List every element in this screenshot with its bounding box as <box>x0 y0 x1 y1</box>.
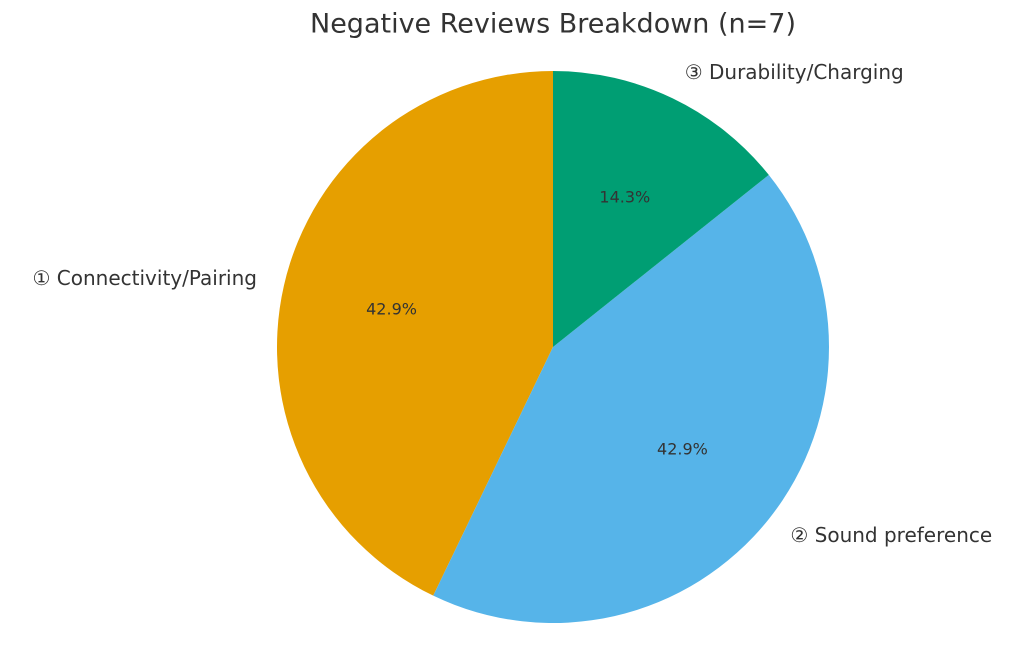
pie-slice <box>433 174 829 623</box>
chart-title: Negative Reviews Breakdown (n=7) <box>310 9 796 40</box>
slice-label: ① Connectivity/Pairing <box>33 266 257 290</box>
value-label: 42.9% <box>657 440 708 459</box>
value-label: 42.9% <box>366 300 417 319</box>
pie-slice <box>553 71 769 347</box>
slice-label: ③ Durability/Charging <box>685 60 904 84</box>
pie-slice <box>277 71 553 596</box>
value-label: 14.3% <box>599 187 650 206</box>
slice-label: ② Sound preference <box>790 523 992 547</box>
